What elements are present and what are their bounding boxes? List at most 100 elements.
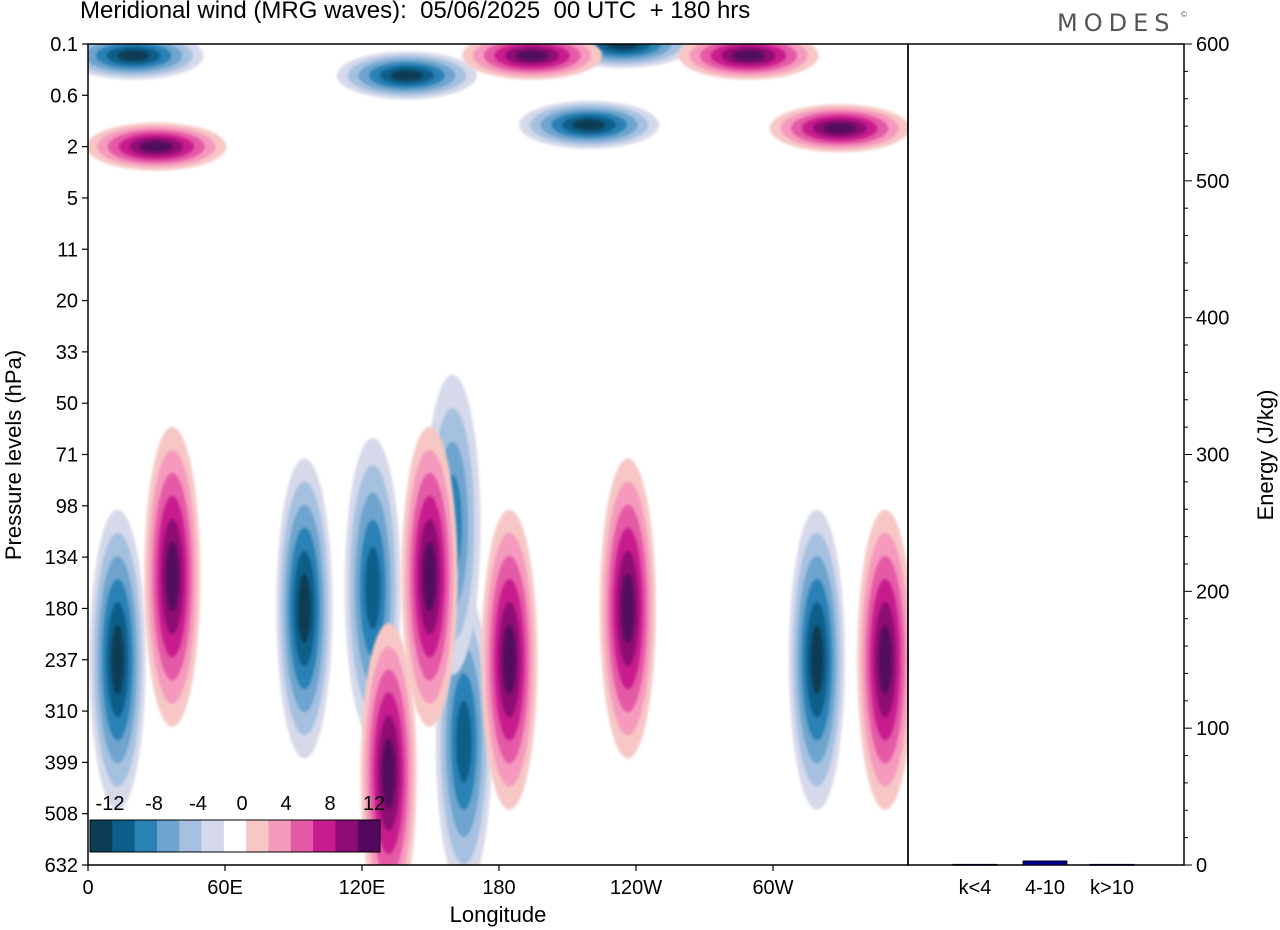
colorbar-label: -12 <box>96 793 125 815</box>
contour-band <box>732 50 765 62</box>
wind-anomaly-cell <box>462 44 603 80</box>
wind-anomaly-cell <box>401 426 458 727</box>
contour-band <box>878 625 892 695</box>
y-tick-label: 180 <box>45 598 78 620</box>
contour-band <box>502 625 516 695</box>
colorbar-swatch <box>134 820 158 852</box>
contour-band <box>456 700 472 783</box>
colorbar-swatch <box>179 820 203 852</box>
colorbar-swatch <box>313 820 336 852</box>
energy-tick-label: 200 <box>1196 581 1229 603</box>
colorbar-swatch <box>112 820 136 852</box>
colorbar-frame <box>89 819 381 853</box>
y-tick-label: 20 <box>56 291 78 313</box>
contour-band <box>423 542 437 612</box>
y-tick-label: 0.1 <box>50 34 78 56</box>
y-tick-label: 71 <box>56 445 78 467</box>
contour-band <box>823 122 856 134</box>
wind-anomaly-cell <box>88 44 204 80</box>
energy-tick-label: 400 <box>1196 308 1229 330</box>
colorbar-swatch <box>223 820 247 852</box>
energy-category-label: k<4 <box>959 877 992 899</box>
contour-band <box>607 44 640 50</box>
energy-category-label: 4-10 <box>1025 877 1065 899</box>
y-tick-label: 237 <box>45 650 78 672</box>
contour-band <box>382 738 396 808</box>
chart-title: Meridional wind (MRG waves): 05/06/2025 … <box>80 0 751 24</box>
wind-anomaly-cell <box>336 51 477 100</box>
energy-panel-frame <box>907 43 1185 866</box>
wind-anomaly-cell <box>788 509 845 810</box>
colorbar-swatch <box>268 820 292 852</box>
brand-logo: MODES <box>1057 9 1176 37</box>
y-tick-label: 399 <box>45 752 78 774</box>
wind-anomaly-cell <box>360 623 417 865</box>
brand-copyright-mark: © <box>1181 10 1187 19</box>
energy-tick-label: 600 <box>1196 34 1229 56</box>
contour-band <box>117 50 150 62</box>
contour-band <box>140 141 173 153</box>
wind-anomaly-cell <box>89 509 146 810</box>
y-tick-label: 310 <box>45 701 78 723</box>
energy-bar <box>1089 863 1135 866</box>
wind-anomaly-cell <box>88 122 227 171</box>
y-tick-label: 632 <box>45 855 78 877</box>
x-tick-label: 180 <box>482 877 515 899</box>
colorbar-swatch <box>201 820 225 852</box>
y-tick-label: 0.6 <box>50 85 78 107</box>
colorbar-label: -8 <box>145 793 163 815</box>
x-tick-label: 60W <box>752 877 793 899</box>
y-tick-label: 50 <box>56 393 78 415</box>
wind-anomaly-cell <box>599 458 656 759</box>
x-tick-label: 120E <box>339 877 386 899</box>
colorbar-label: 0 <box>236 793 247 815</box>
colorbar: -12 -8 -4 0 4 8 12 <box>89 793 385 853</box>
energy-tick-label: 0 <box>1196 855 1207 877</box>
energy-bar <box>1022 860 1068 866</box>
y-tick-label: 33 <box>56 342 78 364</box>
colorbar-swatch <box>156 820 180 852</box>
contour-band <box>572 119 606 131</box>
wind-anomaly-cell <box>678 44 819 80</box>
x-tick-label: 120W <box>610 877 662 899</box>
contour-band <box>390 69 424 81</box>
y-axis-title: Pressure levels (hPa) <box>1 350 26 560</box>
energy-tick-label: 300 <box>1196 445 1229 467</box>
y-tick-label: 98 <box>56 496 78 518</box>
contour-band <box>515 50 549 62</box>
energy-category-label: k>10 <box>1090 877 1134 899</box>
colorbar-swatch <box>335 820 359 852</box>
wind-anomaly-cell <box>276 458 333 759</box>
wind-anomaly-cell <box>769 104 908 153</box>
contour-band <box>810 625 824 695</box>
colorbar-label: -4 <box>189 793 207 815</box>
energy-bars: 0 100 200 300 400 500 600 k<4 4-10 k>10 Energy (J/… <box>907 34 1278 899</box>
contour-band <box>165 542 179 612</box>
contour-band <box>111 625 125 695</box>
axes: 0.1 0.6 2 5 11 20 33 50 71 98 134 180 237 310 399 508 63… <box>1 34 909 927</box>
colorbar-swatch <box>246 820 269 852</box>
colorbar-swatch <box>290 820 314 852</box>
energy-axis-title: Energy (J/kg) <box>1253 390 1278 521</box>
wind-anomaly-cell <box>144 426 201 727</box>
y-tick-label: 11 <box>57 239 78 261</box>
contour-band <box>621 573 635 644</box>
y-tick-label: 134 <box>45 547 78 569</box>
contour-band <box>297 573 311 644</box>
wind-anomaly-cell <box>519 100 660 149</box>
energy-tick-label: 500 <box>1196 171 1229 193</box>
colorbar-swatch <box>357 820 381 852</box>
x-tick-label: 0 <box>82 877 93 899</box>
heatmap-contours <box>88 44 908 865</box>
y-tick-label: 5 <box>67 188 78 210</box>
y-tick-label: 2 <box>67 137 78 159</box>
colorbar-label: 8 <box>324 793 335 815</box>
wind-anomaly-cell <box>481 509 538 810</box>
energy-bar <box>952 863 998 866</box>
x-tick-label: 60E <box>207 877 243 899</box>
colorbar-label: 4 <box>280 793 291 815</box>
colorbar-label: 12 <box>363 793 385 815</box>
contour-band <box>365 547 381 629</box>
colorbar-swatch <box>90 820 113 852</box>
